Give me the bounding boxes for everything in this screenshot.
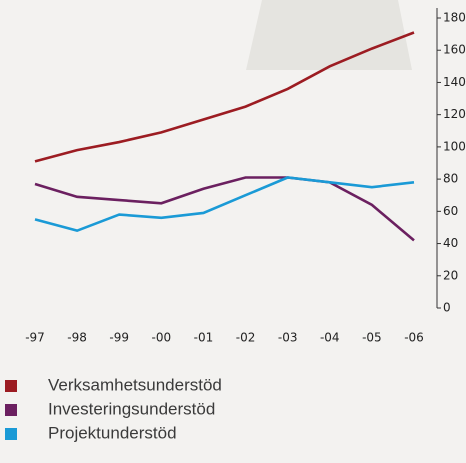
legend-swatch — [5, 428, 17, 440]
background-shape — [246, 0, 412, 70]
x-tick-label: -99 — [109, 331, 129, 345]
x-tick-label: -98 — [67, 331, 87, 345]
y-tick-label: 80 — [443, 172, 458, 186]
y-tick-label: 180 — [443, 11, 466, 25]
x-tick-label: -00 — [152, 331, 172, 345]
legend-label: Investeringsunderstöd — [48, 399, 215, 418]
y-tick-label: 140 — [443, 75, 466, 89]
y-tick-label: 120 — [443, 107, 466, 121]
x-tick-label: -05 — [362, 331, 382, 345]
y-tick-label: 20 — [443, 268, 458, 282]
y-tick-label: 60 — [443, 204, 458, 218]
legend-label: Projektunderstöd — [48, 423, 177, 442]
x-tick-label: -97 — [25, 331, 45, 345]
y-tick-label: 40 — [443, 236, 458, 250]
x-tick-label: -04 — [320, 331, 340, 345]
legend-label: Verksamhetsunderstöd — [48, 375, 222, 394]
y-tick-label: 100 — [443, 139, 466, 153]
x-tick-label: -01 — [194, 331, 214, 345]
y-tick-label: 160 — [443, 43, 466, 57]
x-tick-label: -03 — [278, 331, 298, 345]
legend-swatch — [5, 380, 17, 392]
line-series — [35, 178, 414, 231]
line-series — [35, 178, 414, 241]
y-tick-label: 0 — [443, 301, 451, 315]
chart: 0 20 40 60 80 100 120 140 160 180 -97 -98 -99 -00 -01 -… — [0, 0, 466, 459]
x-tick-label: -02 — [236, 331, 256, 345]
legend-swatch — [5, 404, 17, 416]
x-tick-label: -06 — [404, 331, 424, 345]
